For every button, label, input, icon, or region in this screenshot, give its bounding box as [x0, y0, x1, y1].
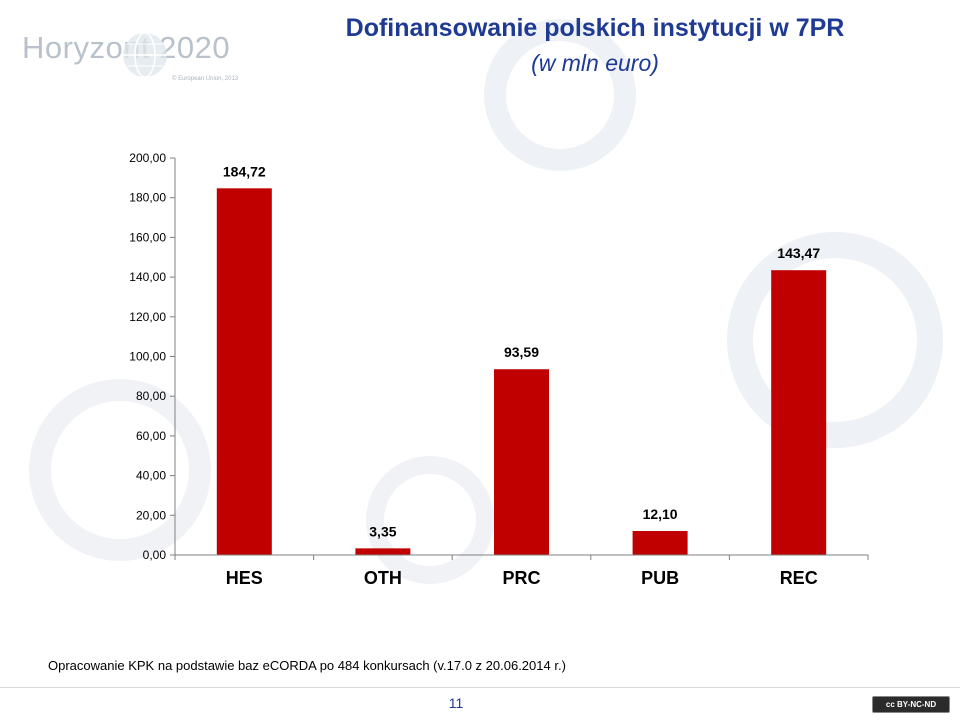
y-tick-label: 100,00 [129, 350, 166, 364]
y-tick-label: 120,00 [129, 310, 166, 324]
y-tick-label: 40,00 [136, 469, 166, 483]
y-tick-label: 20,00 [136, 508, 166, 522]
bar-chart: 0,00 20,00 40,00 60,00 80,00 100,00 120,00 140,… [129, 151, 869, 588]
y-tick-label: 60,00 [136, 429, 166, 443]
x-category-label: PRC [502, 568, 540, 588]
bar-rec [771, 270, 827, 555]
y-tick-label: 160,00 [129, 230, 166, 244]
data-label: 12,10 [643, 506, 678, 522]
slide-title: Dofinansowanie polskich instytucji w 7PR [345, 14, 845, 42]
bar-oth [355, 548, 411, 555]
footer-divider [0, 687, 960, 688]
globe-icon [123, 32, 167, 78]
logo-copyright: © European Union, 2013 [172, 76, 239, 82]
horizon-2020-logo: Horyzont 2020 © European Union, 2013 [22, 22, 242, 92]
x-category-label: OTH [364, 568, 402, 588]
y-axis: 0,00 20,00 40,00 60,00 80,00 100,00 120,00 140,… [129, 151, 176, 562]
data-label: 184,72 [223, 163, 266, 179]
data-label: 93,59 [504, 344, 539, 360]
y-tick-label: 0,00 [143, 548, 167, 562]
bar-hes [216, 188, 272, 555]
cc-license-badge: cc BY-NC-ND [872, 696, 950, 713]
bars: 184,72 3,35 93,59 12,10 143,47 [216, 163, 827, 555]
bar-pub [632, 530, 688, 555]
page-number: 11 [448, 695, 464, 711]
x-category-label: PUB [641, 568, 679, 588]
data-label: 143,47 [777, 245, 820, 261]
y-tick-label: 200,00 [129, 151, 166, 165]
x-category-label: REC [780, 568, 818, 588]
y-tick-label: 80,00 [136, 389, 166, 403]
y-tick-label: 140,00 [129, 270, 166, 284]
x-axis: HES OTH PRC PUB REC [174, 554, 869, 588]
data-label: 3,35 [369, 523, 396, 539]
y-tick-label: 180,00 [129, 191, 166, 205]
source-footnote: Opracowanie KPK na podstawie baz eCORDA … [48, 658, 566, 673]
slide-subtitle: (w mln euro) [531, 50, 659, 76]
x-category-label: HES [226, 568, 263, 588]
bar-prc [494, 369, 549, 555]
